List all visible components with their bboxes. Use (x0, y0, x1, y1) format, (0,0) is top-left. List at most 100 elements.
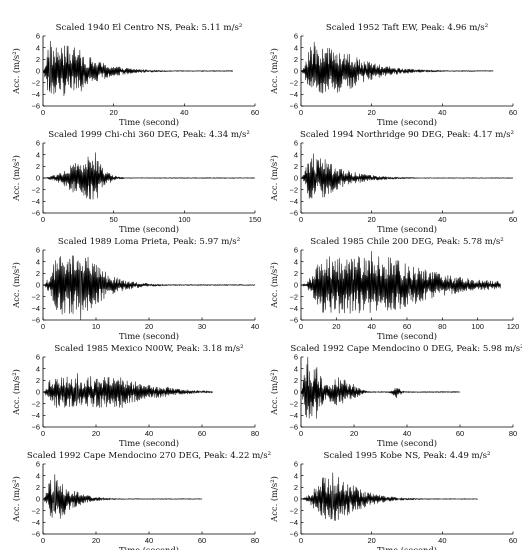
y-tick-label: 2 (36, 162, 40, 171)
x-tick-label: 50 (109, 215, 117, 224)
y-tick-label: 0 (36, 495, 40, 504)
x-tick-label: 20 (145, 322, 153, 331)
x-tick-label: 120 (507, 322, 520, 331)
y-axis-label: Acc. (m/s²) (11, 369, 21, 416)
x-tick-label: 0 (299, 429, 303, 438)
x-tick-label: 150 (249, 215, 262, 224)
chart-panel-7: Scaled 1985 Mexico N00W, Peak: 3.18 m/s²… (11, 344, 259, 448)
y-tick-label: −2 (31, 292, 40, 301)
y-tick-label: 2 (36, 376, 40, 385)
x-tick-label: 80 (251, 536, 259, 545)
x-tick-label: 0 (41, 322, 45, 331)
y-axis-label: Acc. (m/s²) (269, 155, 279, 202)
y-axis-label: Acc. (m/s²) (11, 48, 21, 95)
acceleration-series (300, 251, 501, 314)
y-axis-label: Acc. (m/s²) (269, 476, 279, 523)
acceleration-series (42, 152, 256, 200)
x-tick-label: 80 (438, 322, 446, 331)
x-tick-label: 0 (299, 322, 303, 331)
y-tick-label: 0 (36, 174, 40, 183)
y-tick-label: −2 (31, 78, 40, 87)
y-tick-label: 2 (36, 483, 40, 492)
x-axis-label: Time (second) (377, 438, 437, 448)
y-tick-label: 0 (294, 174, 298, 183)
chart-title: Scaled 1985 Mexico N00W, Peak: 3.18 m/s² (54, 344, 243, 354)
x-tick-label: 60 (403, 322, 411, 331)
y-tick-label: −6 (31, 423, 40, 432)
x-tick-label: 20 (332, 322, 340, 331)
y-tick-label: −4 (289, 197, 298, 206)
y-tick-label: −2 (289, 185, 298, 194)
y-tick-label: 4 (294, 471, 298, 480)
x-tick-label: 40 (438, 536, 446, 545)
y-tick-label: −4 (289, 411, 298, 420)
x-tick-label: 60 (198, 429, 206, 438)
chart-title: Scaled 1999 Chi-chi 360 DEG, Peak: 4.34 … (48, 130, 250, 140)
x-axis-label: Time (second) (119, 438, 179, 448)
y-tick-label: −4 (289, 90, 298, 99)
acceleration-series (300, 153, 514, 199)
y-tick-label: −4 (31, 411, 40, 420)
y-axis-label: Acc. (m/s²) (269, 48, 279, 95)
acceleration-series (300, 356, 461, 419)
y-tick-label: 4 (294, 150, 298, 159)
x-tick-label: 40 (145, 536, 153, 545)
y-tick-label: 2 (294, 483, 298, 492)
y-tick-label: −4 (289, 518, 298, 527)
y-tick-label: −4 (31, 518, 40, 527)
y-axis-label: Acc. (m/s²) (269, 369, 279, 416)
y-tick-label: 6 (294, 353, 298, 362)
x-tick-label: 60 (509, 536, 517, 545)
chart-panel-9: Scaled 1992 Cape Mendocino 270 DEG, Peak… (11, 451, 271, 550)
x-tick-label: 60 (456, 429, 464, 438)
acceleration-series (300, 41, 494, 94)
chart-title: Scaled 1952 Taft EW, Peak: 4.96 m/s² (326, 23, 488, 33)
x-tick-label: 100 (178, 215, 191, 224)
y-tick-label: 4 (294, 43, 298, 52)
y-tick-label: 2 (294, 162, 298, 171)
y-tick-label: 2 (294, 376, 298, 385)
x-tick-label: 0 (299, 108, 303, 117)
x-tick-label: 20 (109, 108, 117, 117)
y-tick-label: −2 (31, 506, 40, 515)
x-tick-label: 0 (41, 429, 45, 438)
y-tick-label: 0 (36, 388, 40, 397)
y-tick-label: 6 (36, 460, 40, 469)
y-tick-label: 4 (36, 364, 40, 373)
y-tick-label: −6 (289, 316, 298, 325)
chart-panel-4: Scaled 1994 Northridge 90 DEG, Peak: 4.1… (269, 130, 517, 234)
x-tick-label: 40 (251, 322, 259, 331)
chart-panel-3: Scaled 1999 Chi-chi 360 DEG, Peak: 4.34 … (11, 130, 261, 234)
acceleration-series (300, 472, 478, 521)
x-axis-label: Time (second) (377, 224, 437, 234)
y-tick-label: 2 (36, 269, 40, 278)
x-tick-label: 20 (350, 429, 358, 438)
chart-title: Scaled 1992 Cape Mendocino 270 DEG, Peak… (27, 451, 271, 461)
y-tick-label: −4 (31, 304, 40, 313)
y-tick-label: 6 (294, 460, 298, 469)
chart-title: Scaled 1994 Northridge 90 DEG, Peak: 4.1… (300, 130, 514, 140)
chart-panel-10: Scaled 1995 Kobe NS, Peak: 4.49 m/s²6420… (269, 451, 517, 550)
y-tick-label: 0 (294, 495, 298, 504)
x-tick-label: 0 (41, 108, 45, 117)
x-tick-label: 40 (438, 215, 446, 224)
y-tick-label: 4 (294, 257, 298, 266)
x-axis-label: Time (second) (119, 224, 179, 234)
x-tick-label: 40 (367, 322, 375, 331)
y-tick-label: 4 (36, 150, 40, 159)
x-tick-label: 40 (180, 108, 188, 117)
y-tick-label: −4 (31, 90, 40, 99)
y-tick-label: 6 (294, 32, 298, 41)
x-axis-label: Time (second) (377, 545, 437, 550)
x-tick-label: 80 (251, 429, 259, 438)
x-tick-label: 0 (41, 215, 45, 224)
chart-panel-5: Scaled 1989 Loma Prieta, Peak: 5.97 m/s²… (11, 237, 259, 341)
x-tick-label: 20 (367, 215, 375, 224)
x-tick-label: 40 (145, 429, 153, 438)
y-tick-label: −6 (31, 316, 40, 325)
y-tick-label: 6 (36, 246, 40, 255)
x-tick-label: 20 (92, 429, 100, 438)
y-tick-label: −2 (31, 185, 40, 194)
y-tick-label: 6 (36, 32, 40, 41)
x-axis-label: Time (second) (377, 331, 437, 341)
